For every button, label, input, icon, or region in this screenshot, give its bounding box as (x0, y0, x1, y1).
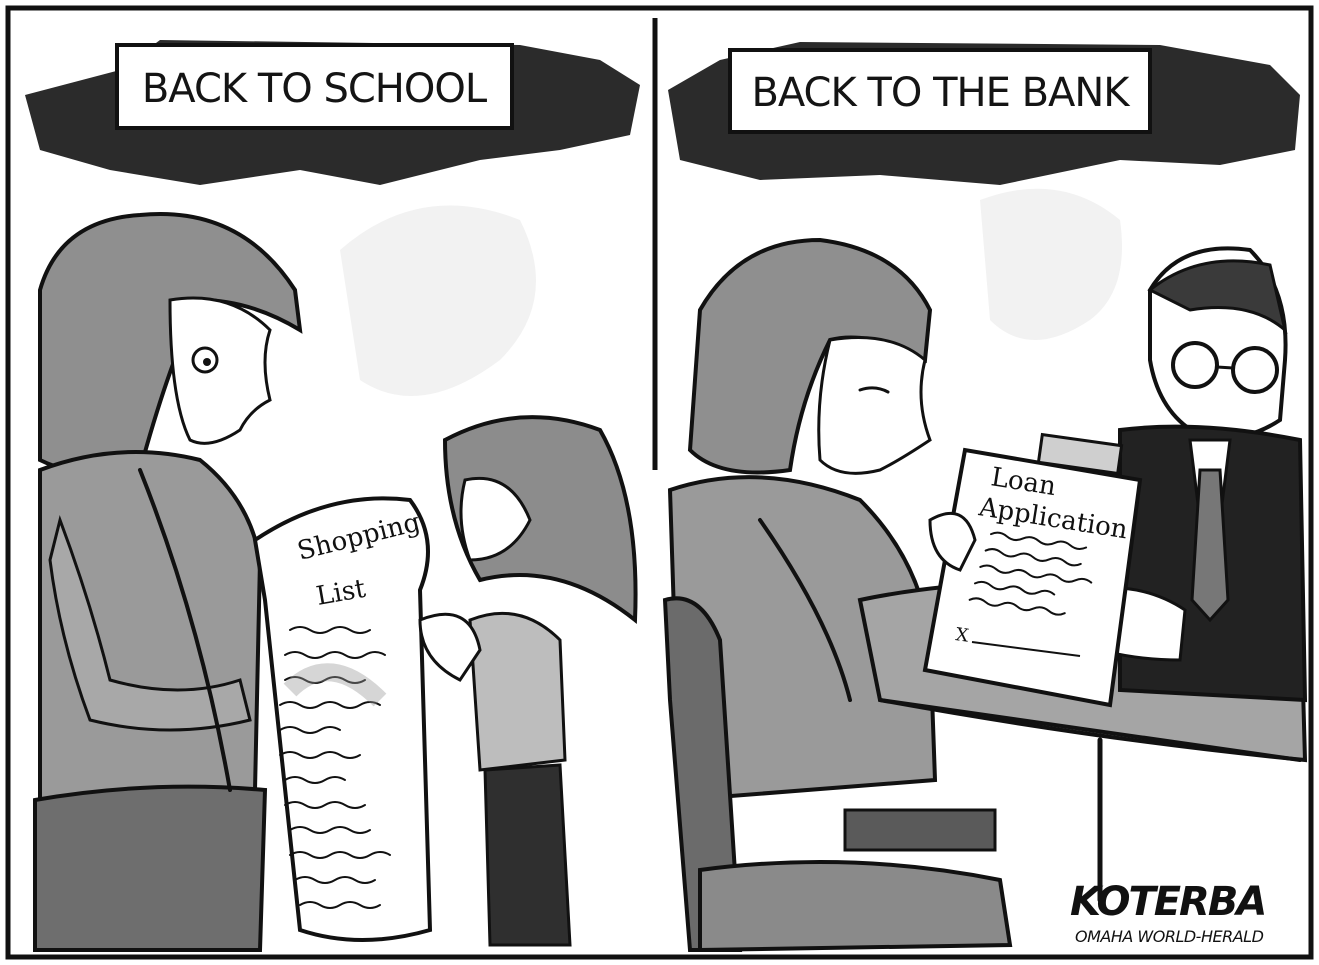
child-figure (418, 415, 638, 947)
background-wash (340, 205, 536, 396)
banner-sign (115, 43, 514, 130)
loan-application-clipboard: Loan Application X (922, 432, 1143, 708)
banner-sign (728, 48, 1152, 134)
left-panel: BACK TO SCHOOL Shopping List (25, 40, 640, 952)
signature-mark: X (954, 624, 970, 647)
publication-credit: OMAHA WORLD-HERALD (1075, 927, 1264, 946)
glasses-icon (1171, 341, 1219, 389)
shopping-list: Shopping List (252, 496, 433, 942)
right-panel: BACK TO THE BANK (662, 42, 1308, 953)
necktie-icon (1190, 468, 1230, 623)
mother-figure (33, 212, 303, 952)
banner-title: BACK TO SCHOOL (142, 66, 488, 112)
clipboard-clip-icon (1036, 432, 1124, 476)
signature-line (971, 641, 1081, 657)
background-wash (980, 188, 1122, 340)
artist-signature: KOTERBA (1070, 879, 1265, 925)
woman-figure (667, 237, 938, 803)
banner-title: BACK TO THE BANK (751, 70, 1131, 116)
chair (662, 596, 1013, 953)
